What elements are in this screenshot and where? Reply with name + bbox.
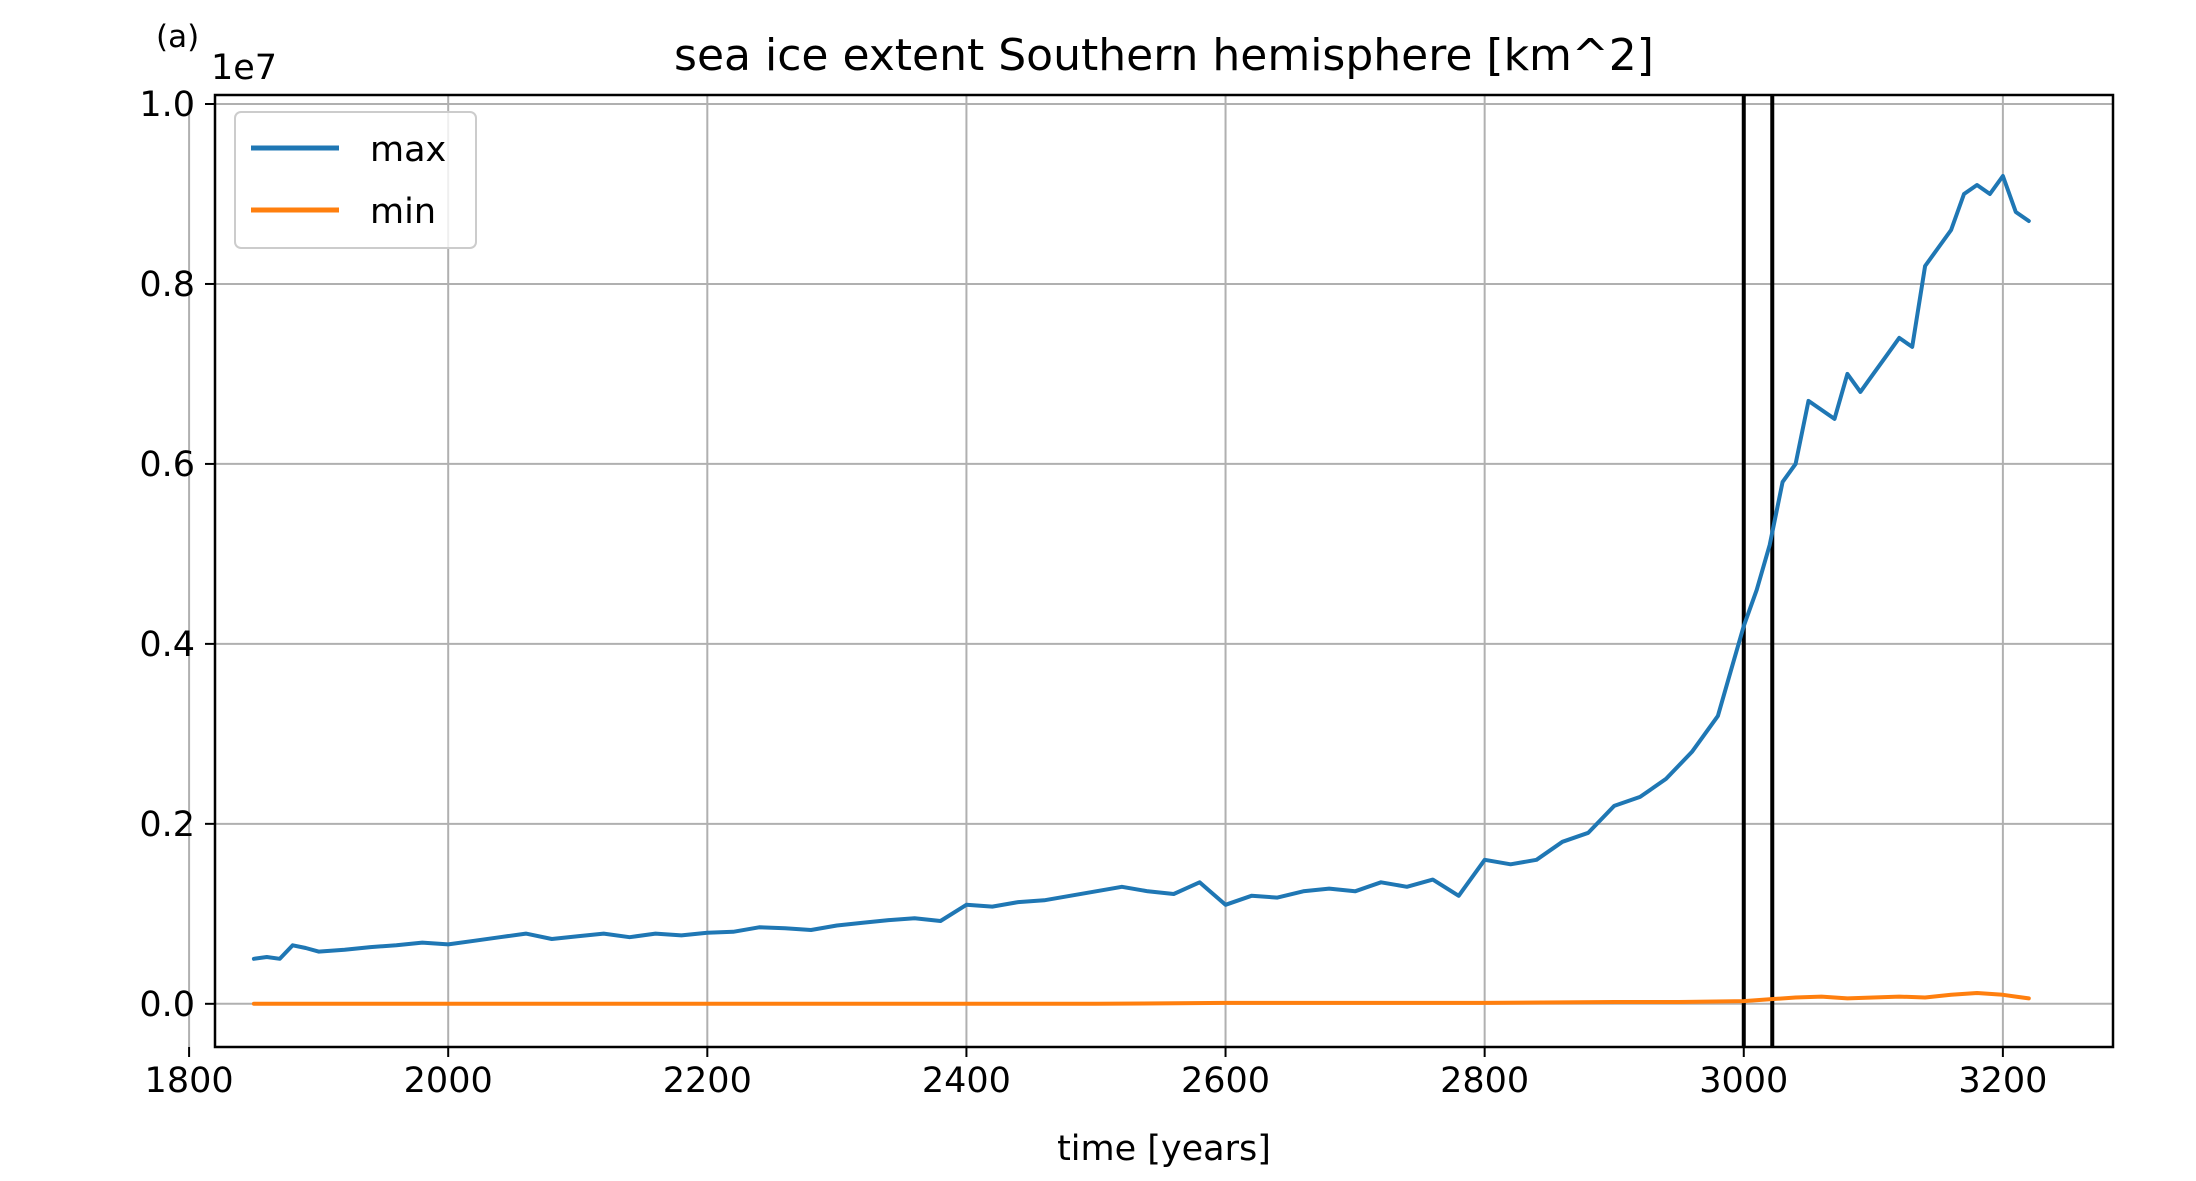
x-tick-label: 2400 [922,1061,1011,1101]
y-tick-label: 0.6 [139,445,195,485]
x-tick-label: 2000 [404,1061,493,1101]
x-tick-label: 2800 [1440,1061,1529,1101]
legend-label-max: max [370,130,446,170]
x-axis-label: time [years] [1057,1129,1271,1169]
x-tick-label: 3000 [1699,1061,1788,1101]
series-layer [251,174,2031,1006]
x-tick-label: 1800 [145,1061,234,1101]
y-tick-label: 0.0 [139,985,195,1025]
x-tick-label: 3200 [1958,1061,2047,1101]
x-tick-label: 2200 [663,1061,752,1101]
chart-title: sea ice extent Southern hemisphere [km^2… [674,30,1654,81]
y-axis-offset-label: 1e7 [211,48,277,88]
plot-frame [213,93,2115,1049]
legend-label-min: min [370,192,436,232]
x-tick-label: 2600 [1181,1061,1270,1101]
y-tick-label: 1.0 [139,85,195,125]
vertical-marker-layer [1741,95,1775,1047]
y-tick-label: 0.8 [139,265,195,305]
panel-label: (a) [156,19,199,55]
y-tick-label: 0.2 [139,805,195,845]
y-tick-label: 0.4 [139,625,195,665]
tick-layer: 1800 2000 2200 2400 2600 2800 3000 3200 0.0 0.2 0.… [139,85,2047,1101]
series-line-max [251,174,2031,961]
legend: max min [234,111,477,249]
series-line-min [251,991,2031,1006]
